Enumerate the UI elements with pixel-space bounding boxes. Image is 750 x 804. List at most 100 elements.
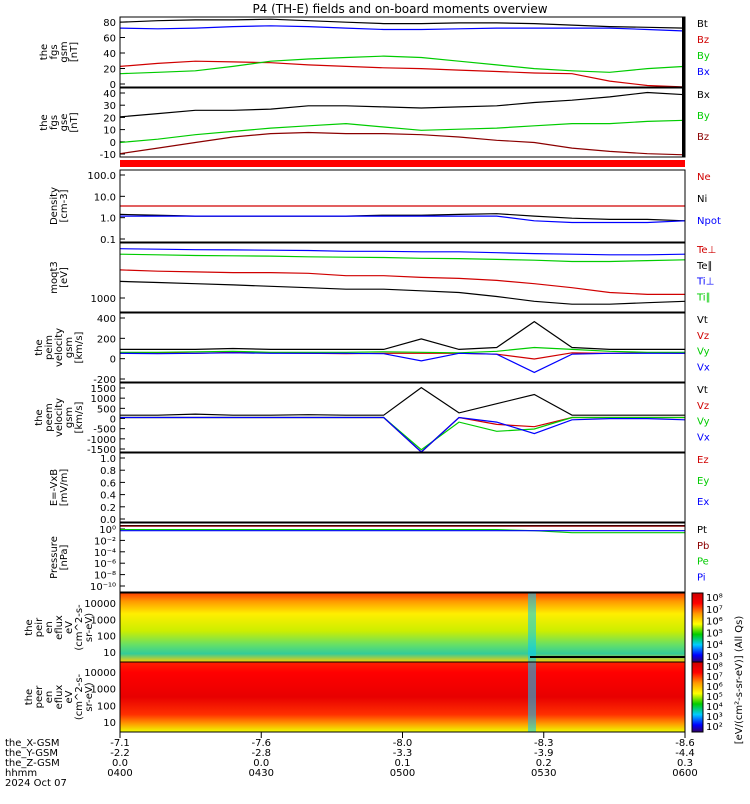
panel-7: E=-VxB [mV/m] 0.00.20.4 0.60.81.0 Ez Ey Ex — [49, 452, 709, 526]
panel-10-ytick: 100 — [97, 701, 116, 712]
panel-5-ytick: 0 — [110, 355, 116, 366]
panel-6-ytick: 500 — [97, 404, 116, 415]
legend-Ti∥: Ti∥ — [696, 292, 711, 303]
legend-Te∥: Te∥ — [696, 261, 713, 272]
panel-2-frame — [119, 87, 686, 158]
panel-6-ytick: 1500 — [91, 384, 116, 395]
panel-9-ylabel-line: (cm^2-s- — [74, 604, 85, 651]
panel-8-ytick: 10⁻¹⁰ — [90, 582, 116, 593]
orbit-value: -7.1 — [110, 738, 130, 749]
panel-edge — [682, 88, 685, 157]
panel-10-ylabel-line: eflux — [54, 685, 65, 710]
orbit-value: 0600 — [672, 768, 697, 779]
series-line-Bz — [119, 131, 686, 156]
panel-4: moqt3 [eV] 1000 Te⊥ Te∥ Ti⊥ Ti∥ — [49, 242, 716, 313]
panel-3-ylabel-line: Density — [49, 187, 60, 225]
panel-1-ylabel-line: the — [39, 44, 50, 60]
legend-By: By — [697, 51, 710, 62]
panel-2-ylabel-line: the — [39, 114, 50, 130]
panel-6-ylabel-line: gsm — [64, 407, 75, 428]
status-stripe — [120, 160, 685, 167]
panel-10-ylabel-line: eV — [64, 690, 75, 703]
panel-9-ylabel-line: eV — [64, 621, 75, 634]
panel-8-ytick: 10⁻² — [94, 536, 116, 547]
legend-Pe: Pe — [697, 557, 709, 568]
panel-7-ytick: 1.0 — [100, 454, 116, 465]
panel-5-ytick: -200 — [93, 375, 116, 386]
orbit-value: 0.1 — [395, 758, 411, 769]
panel-9-spectrogram — [120, 593, 685, 662]
panel-3: Density [cm-3] 0.1 1.0 10.0 100.0 Ne Ni Npot — [49, 169, 721, 246]
panel-9-ytick: 100 — [97, 632, 116, 643]
panel-7-ylabel-line: E=-VxB — [49, 469, 60, 506]
panel-6-ytick: -500 — [93, 425, 116, 436]
legend-Vy: Vy — [697, 417, 710, 428]
series-line-Npot — [120, 215, 686, 224]
panel-6-ylabel-line: velocity — [54, 398, 65, 437]
series-line-Ti∥ — [119, 253, 686, 263]
series-line-Bx — [119, 25, 686, 32]
panel-9-ytick: 10 — [103, 648, 116, 659]
legend-Ti⊥: Ti⊥ — [696, 277, 714, 288]
colorbar-tick: 10⁶ — [706, 617, 723, 628]
orbit-value: 0.2 — [536, 758, 552, 769]
legend-Bx: Bx — [697, 67, 710, 78]
series-line-Pe — [120, 529, 685, 534]
panel-9-ytick: 1000 — [91, 615, 116, 626]
panel-7-frame — [119, 452, 686, 523]
series-line-Vt — [120, 386, 685, 416]
panel-1-ytick: 0 — [110, 80, 116, 91]
series-line-By — [119, 55, 686, 75]
spectrogram-feature — [528, 593, 536, 662]
orbit-value: 0.3 — [677, 758, 693, 769]
orbit-value: -4.4 — [675, 748, 695, 759]
panel-5-ylabel-line: the — [34, 339, 45, 355]
legend-Bx: Bx — [697, 90, 710, 101]
panel-10-spectrogram — [120, 662, 685, 732]
panel-6-ylabel-line: [km/s] — [74, 401, 85, 433]
panel-2-ylabel-line: fgs — [49, 115, 60, 130]
panel-8-frame — [119, 522, 686, 593]
colorbar-tick: 10⁵ — [706, 628, 723, 639]
series-line-Bx — [119, 91, 686, 118]
series-line-Te∥ — [119, 280, 686, 305]
panel-edge — [682, 17, 685, 87]
panel-8-ytick: 10⁻⁸ — [94, 571, 116, 582]
panel-5-frame — [119, 312, 686, 383]
legend-Ni: Ni — [697, 194, 707, 205]
panel-6-ytick: -1500 — [87, 445, 116, 456]
series-line-Vx — [120, 416, 686, 453]
orbit-value: 0.0 — [253, 758, 269, 769]
series-line-Ti⊥ — [119, 248, 686, 256]
panel-2-ytick: 0 — [110, 138, 116, 149]
panel-9-ylabel-line: the — [24, 619, 35, 635]
orbit-value: -7.6 — [251, 738, 271, 749]
legend-Npot: Npot — [697, 216, 721, 227]
colorbar-tick: 10⁶ — [706, 682, 723, 693]
colorbar-tick: 10³ — [706, 652, 723, 663]
panel-2-ytick: 10 — [103, 126, 116, 137]
panel-1: the fgs gsm [nT] 0 20 40 60 80 Bt Bz By Bx — [39, 16, 710, 91]
panel-5-ytick: 400 — [97, 314, 116, 325]
series-line-Bt — [119, 18, 686, 29]
panel-6: the peem velocity gsm [km/s] -1500-1000-50005… — [34, 382, 710, 456]
panel-1-ylabel-line: fgs — [49, 44, 60, 59]
panel-8-ylabel-line: Pressure — [49, 536, 60, 579]
panel-2-ytick: 20 — [103, 113, 116, 124]
panel-6-ytick: 1000 — [91, 394, 116, 405]
orbit-value: -8.6 — [675, 738, 695, 749]
panel-4-ylabel-line: [eV] — [59, 267, 70, 288]
panel-10-ytick: 10000 — [84, 668, 116, 679]
panel-6-ytick: -1000 — [87, 435, 116, 446]
orbit-value: -8.3 — [534, 738, 554, 749]
panel-10-ylabel-line: the — [24, 689, 35, 705]
panel-5-ytick: 200 — [97, 334, 116, 345]
panel-1-ytick: 60 — [103, 34, 116, 45]
panel-3-ytick: 100.0 — [87, 171, 116, 182]
panel-10-ylabel-line: peer — [34, 685, 45, 709]
orbit-row-label: the_Z-GSM — [5, 758, 60, 769]
panel-5-ylabel-line: peim — [44, 335, 55, 360]
panel-6-ylabel-line: peem — [44, 403, 55, 431]
